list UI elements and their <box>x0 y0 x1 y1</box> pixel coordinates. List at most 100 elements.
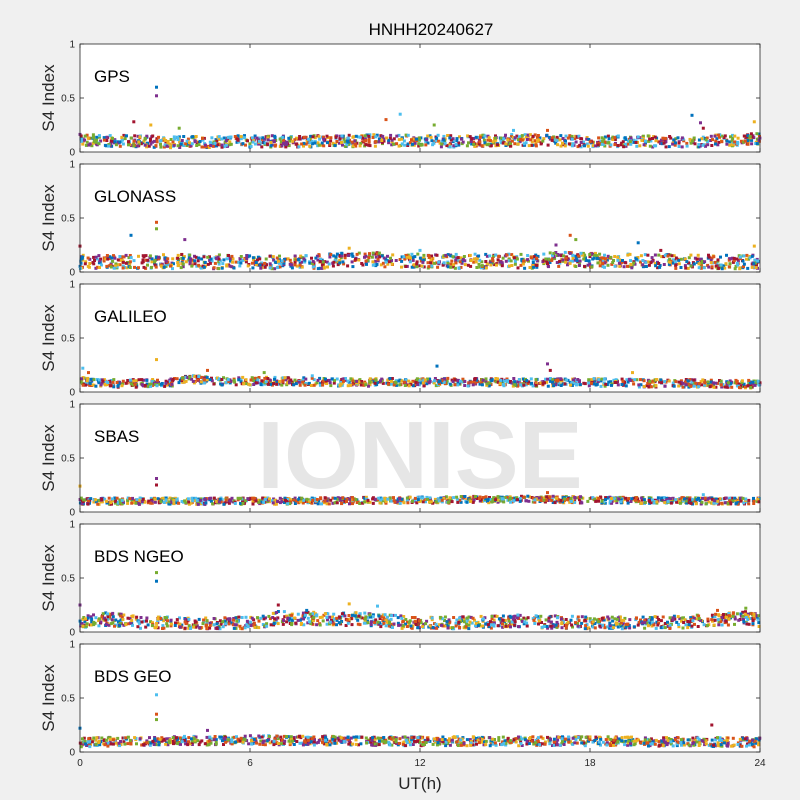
data-point <box>410 252 414 256</box>
data-point <box>463 380 467 383</box>
data-point <box>85 379 89 383</box>
data-point <box>424 140 428 144</box>
data-point <box>720 267 724 271</box>
data-point <box>494 498 498 502</box>
data-point <box>733 381 737 385</box>
data-point <box>102 136 106 140</box>
data-point <box>448 145 452 149</box>
data-point <box>499 378 503 382</box>
data-point <box>149 137 152 141</box>
data-point <box>383 265 387 269</box>
data-point <box>169 377 173 381</box>
data-point <box>311 260 315 263</box>
data-point <box>727 265 731 269</box>
data-point <box>459 265 463 269</box>
data-point <box>411 379 415 383</box>
data-point <box>513 262 517 266</box>
data-point <box>671 496 675 500</box>
data-point <box>381 613 385 617</box>
data-point <box>489 626 493 630</box>
data-point <box>375 133 379 137</box>
data-point <box>375 381 379 384</box>
data-point <box>184 501 188 505</box>
data-point <box>482 138 486 142</box>
data-point <box>674 380 678 384</box>
data-point <box>232 626 236 630</box>
data-point <box>356 622 360 626</box>
data-point <box>723 385 727 389</box>
data-point <box>575 135 579 139</box>
data-point <box>690 499 694 503</box>
data-point <box>603 261 607 265</box>
data-point <box>334 255 338 259</box>
data-point <box>134 617 138 621</box>
data-point <box>354 616 358 620</box>
data-point <box>449 134 453 138</box>
data-point <box>590 265 594 269</box>
data-point <box>620 141 624 145</box>
data-point <box>325 622 329 626</box>
data-point <box>338 137 342 140</box>
data-point <box>621 379 625 383</box>
panel-label: GLONASS <box>94 187 176 206</box>
data-point <box>374 140 378 144</box>
data-point <box>415 377 419 381</box>
data-point <box>159 145 163 149</box>
data-point <box>193 259 197 263</box>
data-point <box>227 380 231 384</box>
data-point <box>411 624 415 628</box>
data-point <box>283 496 287 500</box>
data-point <box>738 255 742 259</box>
data-point <box>627 497 631 501</box>
data-point <box>547 265 550 269</box>
data-point <box>644 265 648 268</box>
data-point <box>611 138 615 141</box>
data-point <box>475 266 479 269</box>
data-point <box>512 256 516 260</box>
data-point <box>613 136 617 140</box>
y-tick-label: 1 <box>69 280 75 291</box>
data-point <box>570 384 574 387</box>
data-point <box>197 375 201 378</box>
data-point <box>366 619 370 623</box>
data-point <box>700 259 704 263</box>
data-point <box>642 379 646 383</box>
data-point <box>568 134 572 138</box>
data-point <box>404 378 408 382</box>
data-point <box>301 501 305 505</box>
data-point <box>525 624 529 628</box>
data-point <box>202 255 206 259</box>
data-point <box>687 256 691 260</box>
data-point <box>292 498 296 502</box>
data-point <box>350 252 354 256</box>
data-point <box>532 255 536 259</box>
data-point <box>209 144 213 147</box>
data-point <box>236 496 240 500</box>
data-point <box>335 140 339 143</box>
data-point <box>178 146 182 149</box>
data-point <box>215 499 219 503</box>
data-point <box>728 262 732 266</box>
data-point <box>636 135 640 139</box>
spike-point <box>435 364 439 368</box>
data-point <box>355 501 359 504</box>
data-point <box>437 260 441 264</box>
data-point <box>587 384 591 388</box>
data-point <box>675 500 679 504</box>
data-point <box>346 140 350 144</box>
data-point <box>714 139 718 143</box>
data-point <box>199 266 203 270</box>
data-point <box>200 500 204 504</box>
data-point <box>648 379 652 383</box>
data-point <box>624 137 628 141</box>
data-point <box>707 496 711 500</box>
data-point <box>387 138 391 142</box>
data-point <box>425 619 429 623</box>
data-point <box>95 138 99 142</box>
data-point <box>320 263 324 266</box>
data-point <box>341 614 345 618</box>
data-point <box>252 618 256 622</box>
data-point <box>185 139 189 143</box>
